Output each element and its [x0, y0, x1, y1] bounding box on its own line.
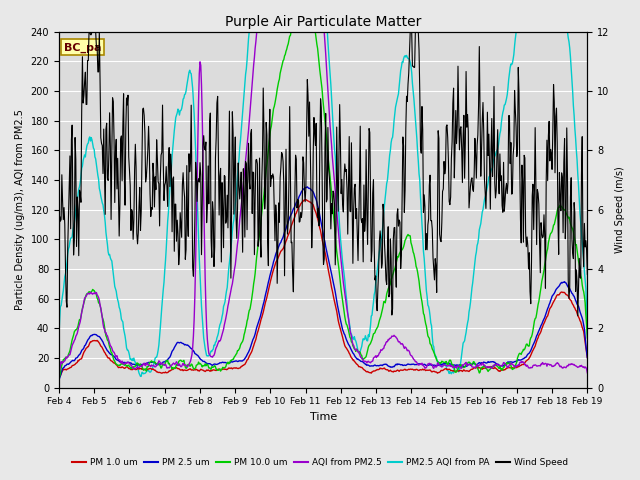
- Text: BC_pa: BC_pa: [64, 42, 102, 52]
- Legend: PM 1.0 um, PM 2.5 um, PM 10.0 um, AQI from PM2.5, PM2.5 AQI from PA, Wind Speed: PM 1.0 um, PM 2.5 um, PM 10.0 um, AQI fr…: [68, 455, 572, 471]
- Y-axis label: Wind Speed (m/s): Wind Speed (m/s): [615, 166, 625, 253]
- Title: Purple Air Particulate Matter: Purple Air Particulate Matter: [225, 15, 421, 29]
- Y-axis label: Particle Density (ug/m3), AQI from PM2.5: Particle Density (ug/m3), AQI from PM2.5: [15, 109, 25, 310]
- X-axis label: Time: Time: [310, 412, 337, 422]
